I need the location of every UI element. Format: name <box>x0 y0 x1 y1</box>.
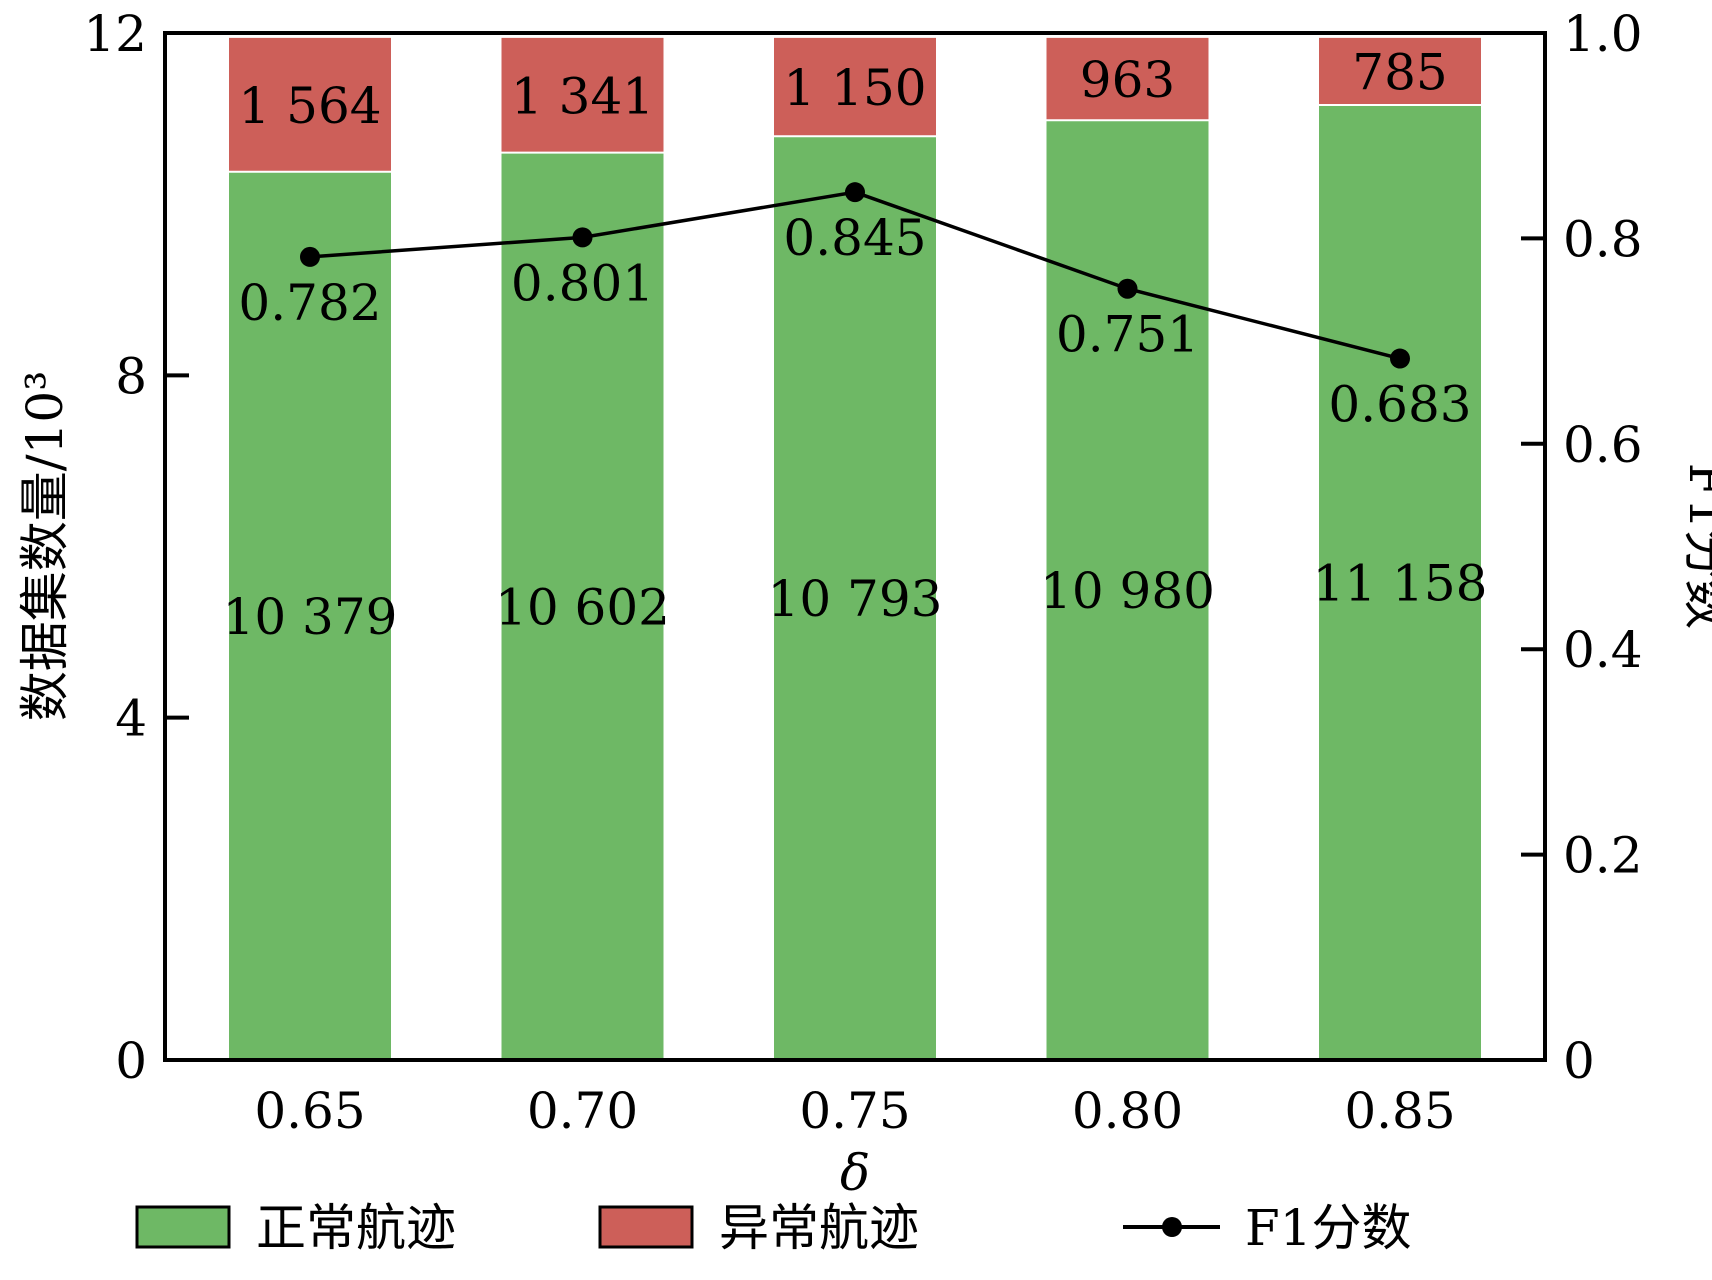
bar-label-normal: 10 602 <box>495 578 670 636</box>
legend-swatch-abnormal <box>598 1205 694 1249</box>
bar-normal <box>229 171 391 1060</box>
bar-label-abnormal: 1 150 <box>783 59 926 117</box>
y2-tick-label: 1.0 <box>1563 5 1643 63</box>
legend-marker-f1 <box>1162 1217 1182 1237</box>
x-tick-label: 0.85 <box>1344 1082 1455 1140</box>
x-axis-title: δ <box>840 1144 870 1202</box>
y2-tick-label: 0 <box>1563 1032 1595 1090</box>
ticks-group: 0 4 8 12 0 0.2 0.4 0.6 0.8 1.0 0.65 0.70 0.75 0.80 0.8… <box>16 5 1712 1202</box>
bar-abnormal <box>1046 37 1209 121</box>
f1-point <box>300 246 320 267</box>
bar-normal <box>774 136 936 1061</box>
legend: 正常航迹 异常航迹 F1分数 <box>135 1199 1412 1257</box>
bars-group <box>229 37 1481 1061</box>
bar-label-normal: 10 793 <box>768 570 943 628</box>
f1-point <box>845 182 865 203</box>
y2-axis-title: F1分数 <box>1678 463 1712 630</box>
bar-label-normal: 10 379 <box>223 588 398 646</box>
bar-abnormal <box>501 37 664 153</box>
bar-label-abnormal: 1 564 <box>238 77 381 135</box>
legend-swatch-normal <box>135 1205 231 1249</box>
f1-point-label: 0.683 <box>1328 376 1471 434</box>
bar-normal <box>1046 120 1209 1061</box>
y2-tick-label: 0.2 <box>1563 827 1643 885</box>
x-tick-label: 0.65 <box>254 1082 365 1140</box>
bar-label-normal: 10 980 <box>1040 562 1215 620</box>
bar-labels-group: 10 379 1 564 10 602 1 341 10 793 1 150 10 980 9… <box>223 43 1488 645</box>
y-axis-title: 数据集数量/10³ <box>16 371 74 722</box>
legend-label-f1: F1分数 <box>1245 1199 1412 1257</box>
f1-point <box>572 227 593 248</box>
bar-abnormal <box>229 37 391 172</box>
f1-point-label: 0.751 <box>1056 306 1199 364</box>
bar-abnormal <box>774 37 936 137</box>
bar-abnormal <box>1319 37 1481 106</box>
x-tick-label: 0.70 <box>527 1082 638 1140</box>
y-tick-label: 4 <box>115 690 147 748</box>
f1-point-label: 0.801 <box>511 254 654 312</box>
bar-normal <box>1319 105 1481 1061</box>
legend-label-normal: 正常航迹 <box>256 1199 456 1257</box>
y2-tick-label: 0.8 <box>1563 210 1643 268</box>
bar-label-abnormal: 785 <box>1352 43 1447 101</box>
legend-label-abnormal: 异常航迹 <box>719 1199 919 1257</box>
y-tick-label: 12 <box>83 5 147 63</box>
bar-label-abnormal: 1 341 <box>511 67 654 125</box>
f1-point <box>1117 278 1138 299</box>
x-tick-label: 0.80 <box>1072 1082 1183 1140</box>
y2-tick-label: 0.4 <box>1563 621 1643 679</box>
y-tick-label: 8 <box>115 347 147 405</box>
x-tick-label: 0.75 <box>799 1082 910 1140</box>
bar-label-abnormal: 963 <box>1080 51 1175 109</box>
f1-point-label: 0.782 <box>238 274 381 332</box>
f1-point-label: 0.845 <box>783 209 926 267</box>
plot-frame <box>163 31 1547 1062</box>
axes-group <box>163 31 1547 1062</box>
y-tick-label: 0 <box>115 1032 147 1090</box>
y2-tick-label: 0.6 <box>1563 416 1643 474</box>
bar-label-normal: 11 158 <box>1313 555 1488 613</box>
f1-point <box>1390 348 1410 369</box>
f1-line-group: 0.782 0.801 0.845 0.751 0.683 <box>238 182 1472 434</box>
bar-normal <box>501 152 664 1060</box>
